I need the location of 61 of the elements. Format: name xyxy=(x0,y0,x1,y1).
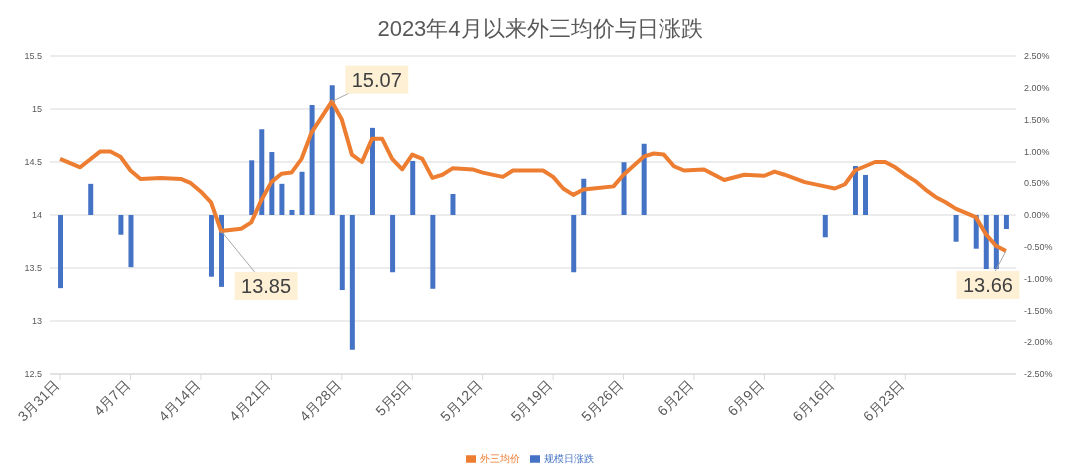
chart-title: 2023年4月以来外三均价与日涨跌 xyxy=(376,15,704,43)
bar xyxy=(249,160,255,215)
y2-tick-label: -2.50% xyxy=(1024,369,1053,380)
bar xyxy=(329,85,335,215)
bar xyxy=(641,143,647,215)
bar xyxy=(58,215,64,289)
bar xyxy=(390,215,396,273)
y-tick-label: 13 xyxy=(31,316,42,327)
bar xyxy=(339,215,345,291)
x-tick-label: 6月16日 xyxy=(789,376,837,425)
bar xyxy=(128,215,134,268)
annotation: 13.85 xyxy=(241,274,292,297)
y-tick-label: 13.5 xyxy=(24,263,42,274)
y2-tick-label: -1.00% xyxy=(1024,273,1053,284)
x-tick-label: 6月23日 xyxy=(859,376,908,425)
x-tick-label: 5月19日 xyxy=(507,376,556,425)
y-tick-label: 14 xyxy=(31,210,42,221)
x-tick-label: 6月9日 xyxy=(724,376,767,419)
bar xyxy=(279,183,285,215)
y2-tick-label: -2.00% xyxy=(1024,337,1053,348)
x-tick-label: 4月7日 xyxy=(90,376,133,419)
bar xyxy=(450,194,456,215)
legend-label: 外三均价 xyxy=(480,453,520,464)
bar xyxy=(430,215,436,289)
x-tick-label: 4月14日 xyxy=(155,376,204,425)
x-tick-label: 5月12日 xyxy=(437,376,485,425)
bar xyxy=(1003,215,1009,229)
bar xyxy=(410,160,416,215)
x-tick-label: 6月2日 xyxy=(653,376,697,419)
y2-tick-label: -1.50% xyxy=(1024,305,1053,316)
legend-label: 规模日涨跌 xyxy=(544,453,594,464)
bar xyxy=(208,215,214,277)
line-series xyxy=(58,99,1008,254)
x-tick-label: 5月5日 xyxy=(372,376,415,419)
y2-tick-label: -0.50% xyxy=(1024,242,1053,252)
bar xyxy=(289,209,295,215)
annotation: 15.07 xyxy=(351,68,402,91)
bar xyxy=(571,215,577,273)
bar xyxy=(309,104,315,215)
y-tick-label: 15 xyxy=(31,104,42,115)
x-tick-label: 4月21日 xyxy=(225,376,274,425)
bar xyxy=(299,171,305,215)
y2-tick-label: 0.50% xyxy=(1024,178,1050,189)
y2-tick-label: 0.00% xyxy=(1024,210,1050,221)
y-tick-label: 14.5 xyxy=(24,157,42,168)
bar xyxy=(863,174,869,215)
bar xyxy=(259,129,265,215)
x-tick-label: 5月26日 xyxy=(578,376,626,425)
annotation: 13.66 xyxy=(962,274,1013,297)
y2-tick-label: 1.00% xyxy=(1024,146,1050,157)
bar xyxy=(88,183,94,215)
bar xyxy=(953,215,959,242)
y-tick-label: 15.5 xyxy=(24,51,42,62)
y2-tick-label: 2.00% xyxy=(1024,82,1050,93)
x-tick-label: 4月28日 xyxy=(296,376,344,425)
bar xyxy=(822,215,828,238)
y2-tick-label: 2.50% xyxy=(1024,51,1050,62)
y2-tick-label: 1.50% xyxy=(1024,114,1050,125)
bar xyxy=(369,127,375,215)
bar xyxy=(349,215,355,350)
bar xyxy=(118,215,124,235)
